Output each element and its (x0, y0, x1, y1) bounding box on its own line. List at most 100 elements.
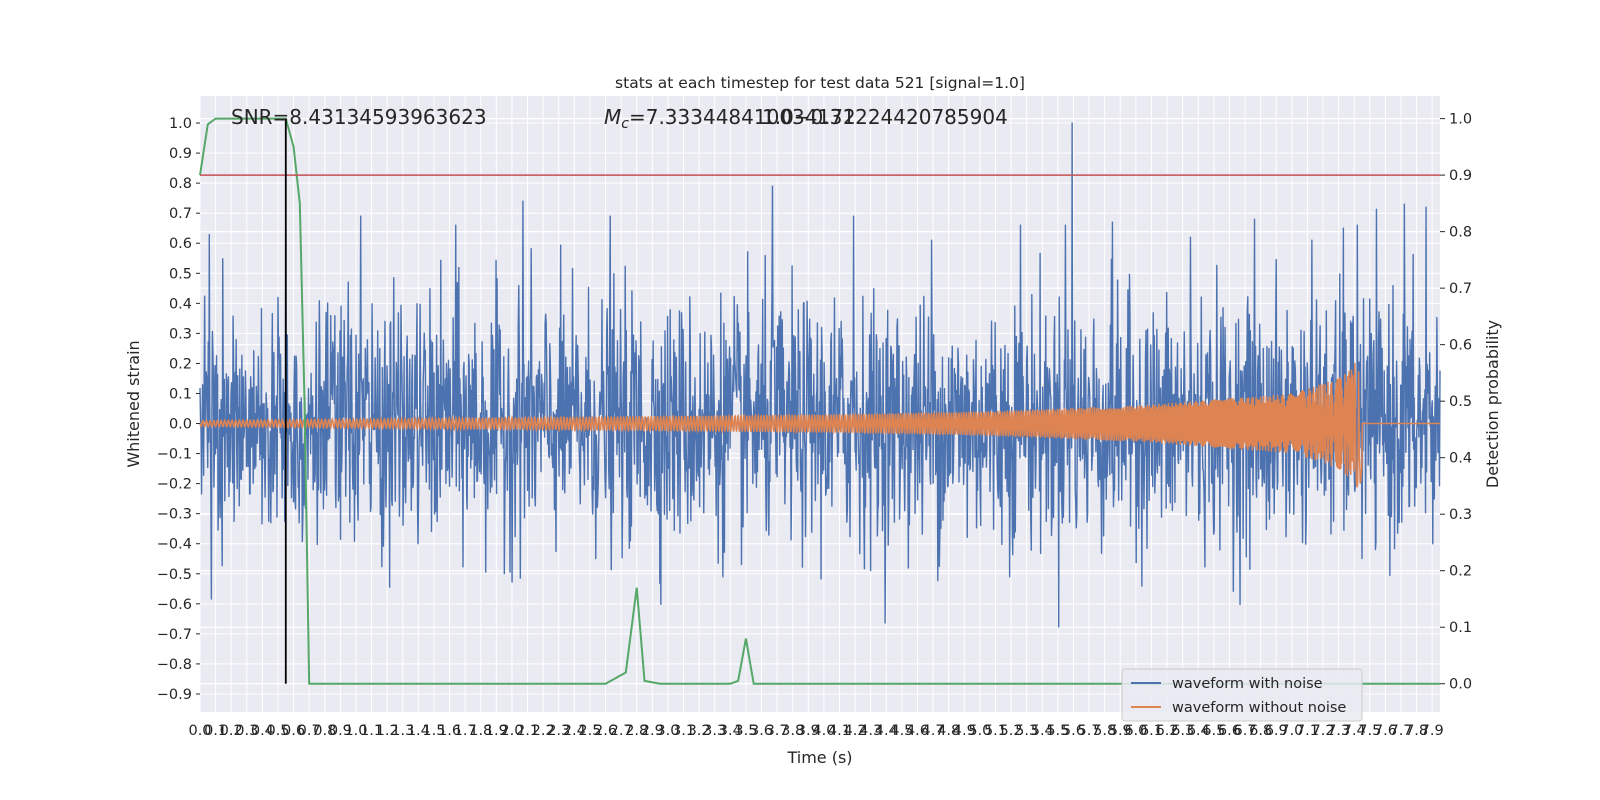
mc-value: =7.333448410034172 (629, 105, 856, 129)
legend-label-clean: waveform without noise (1172, 700, 1346, 716)
x-tick-label: 6.6 (1218, 723, 1241, 739)
y-tick-label: 0.2 (169, 356, 192, 372)
y-tick-label: −0.1 (157, 447, 192, 463)
y2-tick-label: 0.1 (1449, 620, 1472, 636)
series-detection-probability (199, 117, 1440, 685)
x-tick-label: 6.2 (1156, 723, 1179, 739)
probability-line (199, 117, 1440, 685)
x-tick-label: 0.1 (204, 723, 227, 739)
x-tick-label: 3.3 (703, 723, 726, 739)
y2-tick-label: 0.6 (1449, 338, 1472, 354)
clean-line (199, 362, 1440, 488)
x-tick-label: 0.8 (313, 723, 336, 739)
y-tick-label: −0.3 (157, 507, 192, 523)
x-tick-label: 2.2 (532, 723, 555, 739)
x-tick-label: 3.8 (781, 723, 804, 739)
x-tick-label: 4.9 (953, 723, 976, 739)
x-tick-label: 6.5 (1202, 723, 1225, 739)
y-tick-label: −0.9 (157, 687, 192, 703)
x-tick-label: 5.7 (1078, 723, 1101, 739)
x-tick-label: 7.8 (1405, 723, 1428, 739)
x-tick-label: 1.3 (391, 723, 414, 739)
x-tick-label: 6.0 (1124, 723, 1147, 739)
y2-tick-label: 0.3 (1449, 507, 1472, 523)
x-tick-label: 3.5 (734, 723, 757, 739)
y-tick-label: 0.4 (169, 296, 192, 312)
x-tick-label: 4.0 (812, 723, 835, 739)
x-tick-label: 7.5 (1358, 723, 1381, 739)
x-tick-label: 3.2 (688, 723, 711, 739)
x-tick-label: 7.6 (1374, 723, 1397, 739)
x-tick-label: 7.4 (1343, 723, 1366, 739)
x-tick-label: 6.4 (1187, 723, 1210, 739)
x-tick-label: 7.1 (1296, 723, 1319, 739)
x-tick-label: 2.5 (578, 723, 601, 739)
mc-subscript: c (621, 116, 629, 132)
y-tick-label: −0.6 (157, 597, 192, 613)
y-tick-label: 0.8 (169, 176, 192, 192)
mc-annotation: Mc=7.333448410034172 (604, 105, 856, 132)
x-tick-label: 0.4 (251, 723, 274, 739)
x-tick-label: 6.9 (1265, 723, 1288, 739)
x-tick-label: 5.9 (1109, 723, 1132, 739)
x-tick-label: 4.7 (922, 723, 945, 739)
x-axis-label: Time (s) (786, 748, 852, 767)
y2-axis-ticks: 1.0 0.9 0.8 0.7 0.6 0.5 0.4 0.3 0.2 0.1 0.0 (1440, 112, 1472, 693)
x-tick-label: 5.1 (984, 723, 1007, 739)
y-tick-label: −0.7 (157, 627, 192, 643)
y2-tick-label: 1.0 (1449, 112, 1472, 128)
y2-tick-label: 0.2 (1449, 564, 1472, 580)
x-tick-label: 4.4 (875, 723, 898, 739)
x-tick-label: 0.2 (220, 723, 243, 739)
x-axis-ticks: 0.00.10.20.30.40.50.60.70.80.91.01.11.21… (188, 723, 1443, 739)
x-tick-label: 5.2 (1000, 723, 1023, 739)
x-tick-label: 2.9 (641, 723, 664, 739)
x-tick-label: 0.0 (188, 723, 211, 739)
x-tick-label: 4.3 (859, 723, 882, 739)
x-tick-label: 1.1 (360, 723, 383, 739)
x-tick-label: 3.4 (719, 723, 742, 739)
noise-line (199, 122, 1441, 628)
x-tick-label: 1.0 (344, 723, 367, 739)
y-axis-label: Whitened strain (124, 340, 143, 467)
x-tick-label: 3.1 (672, 723, 695, 739)
x-tick-label: 1.7 (454, 723, 477, 739)
x-tick-label: 1.4 (407, 723, 430, 739)
x-tick-label: 7.0 (1280, 723, 1303, 739)
x-tick-label: 1.5 (422, 723, 445, 739)
legend-label-noise: waveform with noise (1172, 676, 1323, 692)
x-tick-label: 2.3 (547, 723, 570, 739)
x-tick-label: 4.6 (906, 723, 929, 739)
y-tick-label: 0.5 (169, 266, 192, 282)
y-tick-label: −0.2 (157, 477, 192, 493)
y-tick-label: −0.5 (157, 567, 192, 583)
x-tick-label: 3.7 (766, 723, 789, 739)
series-waveform-with-noise (199, 122, 1441, 628)
x-tick-label: 0.3 (235, 723, 258, 739)
x-tick-label: 2.8 (625, 723, 648, 739)
x-tick-label: 0.6 (282, 723, 305, 739)
x-tick-label: 3.6 (750, 723, 773, 739)
x-tick-label: 6.1 (1140, 723, 1163, 739)
snr-annotation: SNR=8.43134593963623 (231, 105, 487, 129)
x-tick-label: 1.2 (376, 723, 399, 739)
x-tick-label: 1.9 (485, 723, 508, 739)
x-tick-label: 6.3 (1171, 723, 1194, 739)
x-tick-label: 0.5 (266, 723, 289, 739)
series-waveform-without-noise (199, 362, 1440, 488)
legend: waveform with noise waveform without noi… (1121, 668, 1363, 722)
x-tick-label: 5.5 (1046, 723, 1069, 739)
y-tick-label: 0.6 (169, 236, 192, 252)
x-tick-label: 4.1 (828, 723, 851, 739)
x-tick-label: 5.4 (1031, 723, 1054, 739)
y2-axis-label: Detection probability (1483, 320, 1502, 488)
x-tick-label: 0.7 (298, 723, 321, 739)
x-tick-label: 2.4 (563, 723, 586, 739)
mc-symbol: M (604, 105, 621, 129)
y-tick-label: −0.4 (157, 537, 192, 553)
x-tick-label: 5.8 (1093, 723, 1116, 739)
x-tick-label: 1.6 (438, 723, 461, 739)
y-tick-label: −0.8 (157, 657, 192, 673)
chart-title: stats at each timestep for test data 521… (615, 74, 1025, 92)
y2-tick-label: 0.9 (1449, 168, 1472, 184)
